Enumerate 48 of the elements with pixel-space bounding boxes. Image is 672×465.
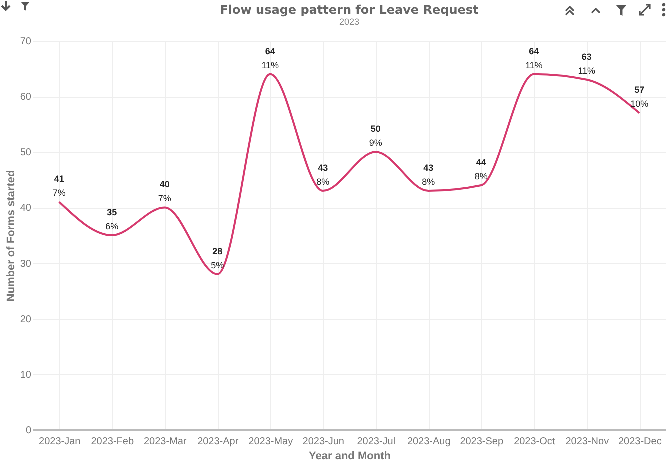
annotation: 8%: [422, 177, 436, 188]
x-tick-label: 2023-Sep: [460, 436, 504, 448]
x-axis-title: Year and Month: [309, 450, 392, 462]
data-label: 41: [54, 174, 64, 184]
y-tick-label: 40: [20, 203, 32, 214]
data-label: 64: [265, 46, 276, 56]
y-tick-label: 60: [20, 92, 32, 104]
x-tick-label: 2023-Feb: [91, 436, 134, 448]
y-axis-title: Number of Forms started: [5, 170, 18, 302]
data-label: 35: [107, 208, 118, 218]
data-label: 63: [582, 52, 592, 62]
annotation: 11%: [525, 60, 543, 70]
data-label: 57: [634, 85, 645, 96]
data-label: 28: [212, 246, 223, 256]
x-tick-label: 2023-Jun: [302, 436, 344, 448]
x-tick-label: 2023-Mar: [144, 436, 188, 448]
x-tick-label: 2023-Jan: [39, 436, 81, 448]
annotation: 11%: [262, 60, 280, 70]
chart-title: Flow usage pattern for Leave Request: [220, 3, 480, 17]
data-label: 44: [476, 157, 486, 168]
y-tick-label: 10: [20, 370, 32, 381]
x-tick-label: 2023-May: [248, 436, 294, 448]
annotation: 7%: [52, 188, 66, 198]
x-tick-label: 2023-Aug: [407, 436, 451, 448]
annotation: 5%: [211, 260, 224, 270]
y-tick-label: 20: [20, 314, 32, 326]
chart-subtitle: 2023: [339, 17, 360, 27]
y-tick-label: 50: [20, 148, 32, 159]
x-tick-label: 2023-Oct: [514, 436, 556, 448]
annotation: 10%: [630, 99, 649, 110]
annotation: 6%: [106, 222, 119, 232]
x-tick-label: 2023-Dec: [618, 436, 662, 448]
annotation: 11%: [578, 66, 596, 76]
data-label: 64: [529, 46, 540, 56]
y-tick-label: 70: [20, 36, 32, 48]
data-label: 43: [318, 163, 328, 174]
y-tick-label: 0: [26, 426, 32, 436]
x-tick-label: 2023-Jul: [357, 436, 396, 448]
data-label: 43: [424, 163, 434, 174]
annotation: 8%: [316, 177, 330, 188]
y-tick-label: 30: [20, 258, 32, 270]
annotation: 7%: [158, 194, 172, 204]
x-tick-label: 2023-Apr: [198, 436, 240, 448]
data-label: 50: [370, 124, 381, 134]
annotation: 8%: [474, 171, 488, 182]
annotation: 9%: [369, 138, 382, 148]
data-label: 40: [160, 180, 170, 190]
x-tick-label: 2023-Nov: [566, 436, 610, 448]
